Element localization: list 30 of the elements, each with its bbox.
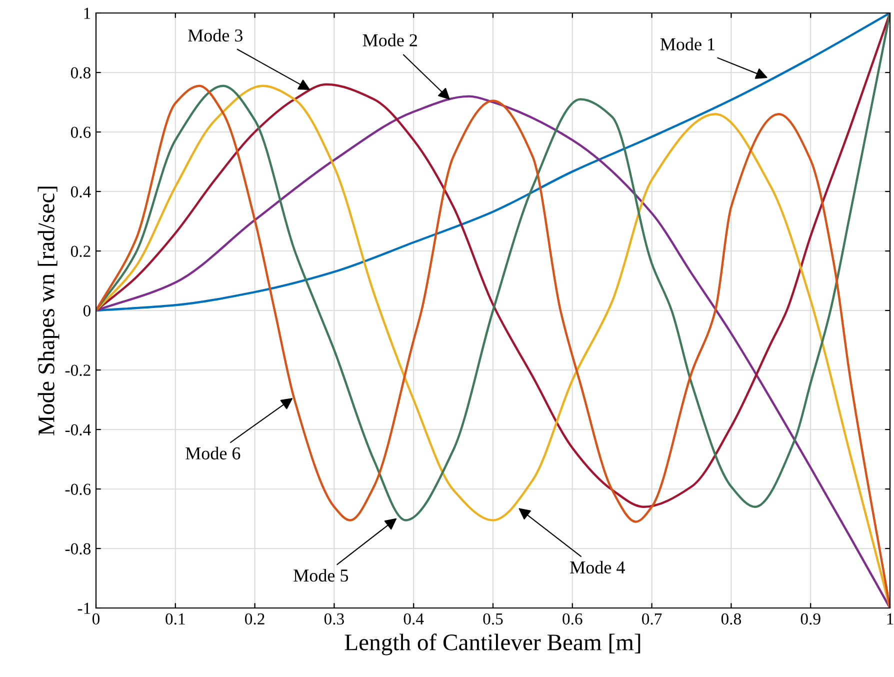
y-tick-label: -0.2 bbox=[65, 364, 90, 376]
annotation: Mode 6 bbox=[186, 446, 240, 460]
x-tick-label: 0.3 bbox=[324, 613, 344, 625]
annotation: Mode 4 bbox=[570, 560, 625, 574]
annotation: Mode 2 bbox=[362, 34, 417, 46]
annotation: Mode 5 bbox=[294, 568, 348, 582]
x-tick-label: 1 bbox=[887, 613, 894, 624]
y-tick-label: -0.6 bbox=[65, 484, 91, 496]
x-tick-label: 0.5 bbox=[483, 613, 503, 625]
y-tick-label: 0 bbox=[83, 305, 91, 316]
y-tick-label: 0.6 bbox=[70, 126, 91, 138]
y-tick-label: -0.8 bbox=[65, 543, 91, 555]
x-tick-label: 0.7 bbox=[642, 613, 662, 625]
y-tick-label: 1 bbox=[84, 8, 90, 19]
x-tick-label: 0.8 bbox=[721, 613, 741, 625]
x-tick-label: 0.6 bbox=[562, 613, 582, 625]
y-tick-label: 0.4 bbox=[70, 186, 91, 198]
y-tick-label: 0.2 bbox=[70, 246, 90, 258]
y-axis-title: Mode Shapes wn [rad/sec] bbox=[38, 186, 60, 436]
annotation: Mode 1 bbox=[660, 38, 714, 50]
x-tick-label: 0.1 bbox=[166, 613, 185, 625]
x-tick-label: 0.4 bbox=[404, 613, 424, 625]
y-tick-label: 0.8 bbox=[70, 67, 91, 79]
x-axis-title: Length of Cantilever Beam [m] bbox=[344, 634, 640, 656]
x-tick-label: 0.9 bbox=[800, 613, 820, 625]
x-tick-label: 0.2 bbox=[245, 613, 264, 625]
x-tick-label: 0 bbox=[92, 613, 100, 625]
y-tick-label: -0.4 bbox=[65, 424, 91, 436]
y-tick-label: -1 bbox=[78, 602, 90, 614]
annotation: Mode 3 bbox=[188, 28, 243, 42]
